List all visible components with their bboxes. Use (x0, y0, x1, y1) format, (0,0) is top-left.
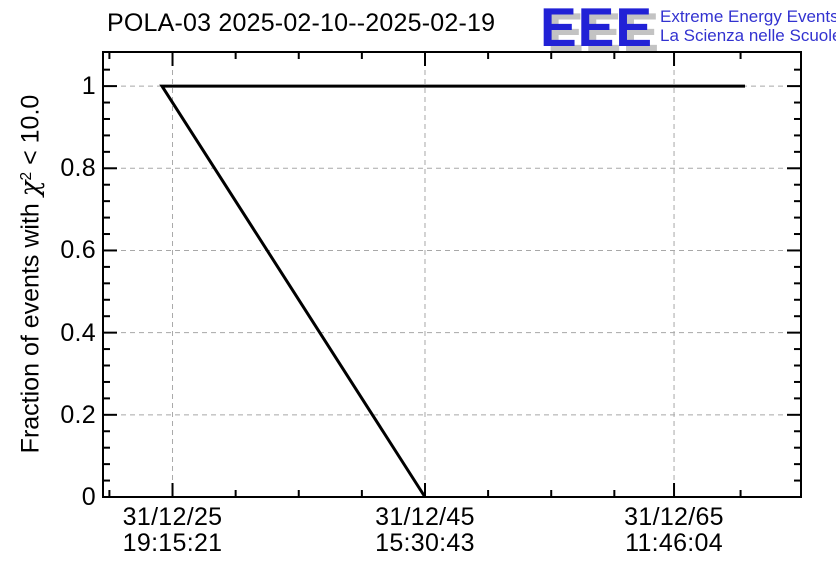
x-tick-time: 15:30:43 (375, 529, 475, 557)
x-tick-label: 31/12/65 11:46:04 (589, 504, 759, 556)
eee-tagline-line1: Extreme Energy Events (660, 7, 836, 26)
y-tick-label: 0.4 (60, 318, 96, 347)
y-tick-label: 0.2 (60, 400, 96, 429)
eee-logo-letters: EEE (540, 0, 654, 58)
x-tick-date: 31/12/25 (122, 503, 223, 531)
x-tick-label: 31/12/25 19:15:21 (88, 504, 258, 556)
y-tick-label: 0.6 (60, 236, 96, 265)
y-tick-label: 1 (81, 72, 96, 101)
plot-frame (102, 51, 802, 498)
x-tick-time: 19:15:21 (122, 529, 223, 557)
y-tick-label: 0 (81, 483, 96, 511)
eee-tagline-line2: La Scienza nelle Scuole (660, 26, 836, 45)
chart-title: POLA-03 2025-02-10--2025-02-19 (107, 9, 496, 37)
y-tick-label: 0.8 (60, 154, 96, 183)
x-tick-date: 31/12/65 (624, 503, 724, 531)
x-tick-date: 31/12/45 (375, 503, 475, 531)
eee-logo-tagline: Extreme Energy Events La Scienza nelle S… (660, 7, 836, 45)
x-tick-label: 31/12/45 15:30:43 (340, 504, 510, 556)
x-tick-time: 11:46:04 (625, 529, 723, 557)
data-line (159, 84, 746, 498)
eee-logo: EEE Extreme Energy Events La Scienza nel… (0, 0, 836, 56)
